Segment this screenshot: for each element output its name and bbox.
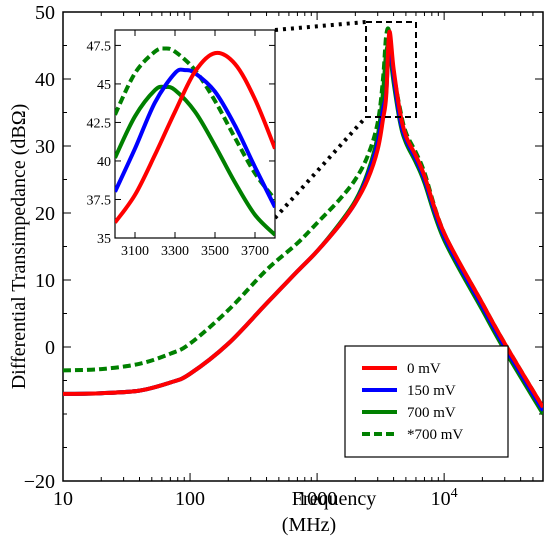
legend-label: *700 mV <box>407 427 463 443</box>
inset-y-tick-label: 45 <box>97 78 111 93</box>
y-tick-label: 10 <box>35 270 55 292</box>
inset-x-tick-label: 3700 <box>241 244 269 259</box>
inset-y-tick-label: 40 <box>97 155 111 170</box>
y-tick-label: 20 <box>35 203 55 225</box>
inset-series-line-700mv <box>115 46 275 201</box>
y-axis-title: Differential Transimpedance (dBΩ) <box>8 104 30 390</box>
legend-label: 0 mV <box>407 361 441 377</box>
inset-x-tick-label: 3300 <box>161 244 189 259</box>
inset-y-tick-label: 42.5 <box>87 116 112 131</box>
inset-plot: 3100 3300 3500 3700 47.5 45 42.5 40 37.5 35 <box>87 29 276 259</box>
y-tick-label: 0 <box>45 337 55 359</box>
x-tick-label: 104 <box>431 486 458 510</box>
zoom-connectors <box>273 20 417 220</box>
x-tick-label: 100 <box>175 488 205 510</box>
series-line-0mv <box>63 29 543 409</box>
y-tick-label: −20 <box>24 471 55 493</box>
legend: 0 mV 150 mV 700 mV *700 mV <box>344 345 509 458</box>
inset-y-tick-label: 47.5 <box>87 39 112 54</box>
zoom-region-box <box>365 21 417 118</box>
inset-y-tick-label: 37.5 <box>87 193 112 208</box>
inset-x-tick-label: 3100 <box>121 244 149 259</box>
inset-y-tick-label: 35 <box>97 232 111 247</box>
main-plot: 10 100 1000 10450403020100−20Frequency(MHz)… <box>8 2 544 536</box>
legend-label: 700 mV <box>407 405 456 421</box>
y-tick-label: 30 <box>35 136 55 158</box>
x-axis-unit: (MHz) <box>282 514 336 536</box>
x-tick-exponent: 4 <box>451 486 458 501</box>
y-tick-label: 50 <box>35 2 55 24</box>
inset-series-line-0mv <box>115 50 275 224</box>
legend-label: 150 mV <box>407 383 456 399</box>
x-axis-title: Frequency <box>292 488 376 510</box>
inset-series-line-150mv <box>115 67 275 209</box>
y-tick-label: 40 <box>35 69 55 91</box>
inset-x-tick-label: 3500 <box>201 244 229 259</box>
x-tick-label: 1000 <box>297 488 337 510</box>
x-tick-label: 10 <box>53 488 73 510</box>
zoom-connector-top <box>274 20 367 32</box>
zoom-connector-bottom <box>273 115 368 220</box>
legend-box <box>344 345 509 458</box>
inset-series-line-700mv <box>115 84 275 237</box>
